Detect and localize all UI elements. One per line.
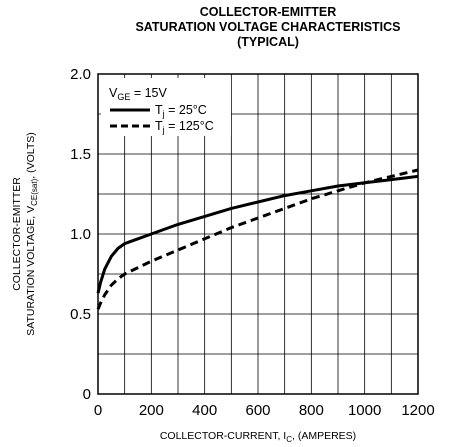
legend-label-25c: Tj = 25°C [155,103,207,119]
y-tick-label: 2.0 [70,66,91,83]
y-axis-label-line-2: SATURATION VOLTAGE, VCE(sat), (VOLTS) [25,132,39,336]
y-tick-label: 0 [83,386,91,403]
series-line-25c [96,174,419,294]
x-tick-label: 800 [299,402,324,419]
x-tick-label: 600 [245,402,270,419]
series-lines [96,168,419,310]
legend-label-125c: Tj = 125°C [155,119,214,135]
x-tick-label: 1000 [348,402,381,419]
chart-title-line-3: (TYPICAL) [237,35,299,49]
y-tick-label: 1.5 [70,146,91,163]
y-tick-label: 1.0 [70,226,91,243]
y-tick-label: 0.5 [70,306,91,323]
series-line-125c [96,168,419,310]
plot-frame [97,73,419,395]
chart-title-line-2: SATURATION VOLTAGE CHARACTERISTICS [135,20,400,34]
x-tick-label: 1200 [401,402,434,419]
x-tick-label: 0 [94,402,102,419]
y-axis-label: COLLECTOR-EMITTER SATURATION VOLTAGE, VC… [11,132,39,336]
chart-title-line-1: COLLECTOR-EMITTER [200,5,337,19]
x-tick-label: 200 [139,402,164,419]
legend-condition: VGE = 15V [109,86,168,102]
grid [98,74,418,394]
y-axis-label-line-1: COLLECTOR-EMITTER [11,177,23,291]
x-axis-label: COLLECTOR-CURRENT, IC, (AMPERES) [160,430,356,444]
tick-labels: 0 200 400 600 800 1000 1200 0 0.5 1.0 1.5 2.0 [70,66,435,419]
x-tick-label: 400 [192,402,217,419]
